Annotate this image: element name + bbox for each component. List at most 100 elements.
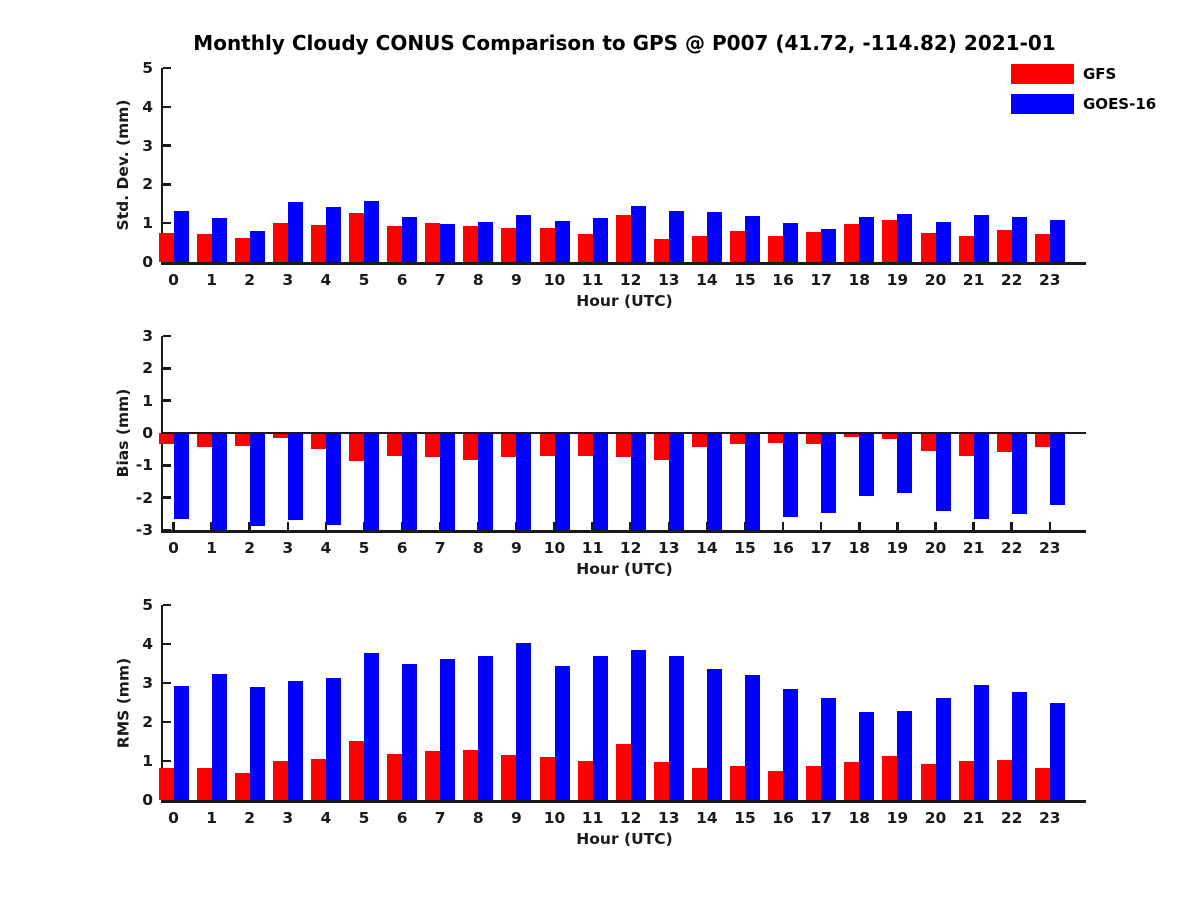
bar-gfs-hour-5 (349, 433, 364, 461)
bar-goes16-hour-6 (402, 216, 418, 262)
bar-goes16-hour-16 (783, 689, 799, 800)
x-tick-label-bias: 16 (772, 539, 794, 557)
bar-gfs-hour-17 (806, 433, 822, 444)
x-tick-label-bias: 1 (206, 539, 217, 557)
bar-gfs-hour-1 (196, 768, 212, 800)
x-tick-label-std-dev: 7 (434, 271, 446, 289)
bar-gfs-hour-4 (310, 225, 326, 262)
y-tick-label-rms: 3 (142, 674, 153, 692)
bar-gfs-hour-10 (539, 756, 555, 800)
x-tick-label-bias: 6 (396, 539, 408, 557)
x-tick-label-bias: 13 (658, 539, 680, 557)
bar-gfs-hour-7 (425, 433, 441, 457)
bar-goes16-hour-13 (668, 211, 684, 262)
bar-gfs-hour-8 (463, 225, 479, 262)
bar-gfs-hour-23 (1034, 433, 1050, 447)
x-tick-label-std-dev: 12 (619, 271, 642, 289)
bar-gfs-hour-21 (958, 236, 974, 262)
x-tick-label-rms: 17 (810, 809, 832, 827)
bar-gfs-hour-22 (996, 230, 1012, 262)
bar-goes16-hour-17 (821, 433, 837, 513)
bar-gfs-hour-6 (387, 225, 403, 262)
bar-gfs-hour-23 (1034, 767, 1050, 800)
y-tick-label-rms: 0 (142, 791, 153, 809)
bar-goes16-hour-20 (935, 222, 951, 262)
x-tick-label-rms: 18 (848, 809, 871, 827)
bar-gfs-hour-16 (768, 236, 784, 262)
bar-goes16-hour-5 (364, 201, 379, 262)
y-tick-label-std-dev: 0 (142, 253, 153, 271)
x-tick-bias (781, 522, 785, 530)
bar-gfs-hour-5 (349, 213, 364, 262)
x-tick-label-bias: 7 (434, 539, 446, 557)
bottom-spine-rms (160, 800, 1086, 803)
x-tick-label-std-dev: 14 (696, 271, 718, 289)
bar-goes16-hour-19 (897, 433, 913, 493)
y-tick-label-bias: 1 (142, 391, 153, 410)
y-tick-rms (163, 603, 171, 607)
bar-gfs-hour-10 (539, 227, 555, 262)
bar-goes16-hour-4 (325, 206, 341, 262)
bar-gfs-hour-15 (730, 433, 745, 444)
bar-goes16-hour-18 (859, 433, 875, 497)
y-tick-bias (163, 399, 171, 402)
x-tick-label-bias: 2 (244, 539, 256, 557)
bar-goes16-hour-8 (478, 433, 494, 530)
x-tick-label-std-dev: 16 (772, 271, 794, 289)
legend-swatch-gfs (1011, 64, 1074, 84)
bar-goes16-hour-13 (668, 433, 684, 530)
x-tick-label-rms: 1 (206, 809, 217, 827)
x-tick-label-bias: 4 (320, 539, 332, 557)
x-tick-label-rms: 6 (396, 809, 408, 827)
bar-goes16-hour-9 (516, 215, 532, 262)
y-tick-std-dev (163, 260, 171, 264)
x-tick-label-bias: 10 (543, 539, 566, 557)
x-tick-label-rms: 8 (472, 809, 484, 827)
x-tick-label-bias: 17 (810, 539, 832, 557)
x-tick-bias (324, 522, 328, 530)
bar-gfs-hour-1 (196, 433, 212, 447)
x-tick-label-rms: 4 (320, 809, 332, 827)
y-tick-label-bias: -2 (135, 488, 153, 507)
bar-goes16-hour-22 (1011, 433, 1027, 515)
x-tick-bias (896, 522, 899, 530)
x-tick-label-bias: 22 (1000, 539, 1023, 557)
y-tick-label-std-dev: 2 (142, 175, 153, 194)
bar-gfs-hour-19 (882, 219, 898, 262)
bar-gfs-hour-9 (501, 228, 517, 262)
bar-gfs-hour-6 (387, 433, 403, 457)
bar-gfs-hour-17 (806, 766, 822, 800)
x-tick-label-bias: 19 (886, 539, 909, 557)
bar-gfs-hour-4 (310, 759, 326, 800)
y-tick-label-rms: 2 (142, 713, 153, 731)
x-tick-label-rms: 5 (358, 809, 370, 827)
bar-gfs-hour-3 (272, 222, 288, 262)
bar-goes16-hour-4 (325, 433, 341, 526)
y-tick-std-dev (163, 183, 171, 186)
bar-gfs-hour-18 (844, 223, 860, 262)
bar-gfs-hour-9 (501, 433, 517, 458)
bar-goes16-hour-11 (592, 218, 608, 262)
x-tick-label-rms: 11 (581, 809, 604, 827)
x-tick-label-std-dev: 22 (1000, 271, 1023, 289)
x-tick-label-std-dev: 13 (658, 271, 680, 289)
bar-goes16-hour-5 (364, 653, 379, 800)
zero-line-bias (160, 431, 1086, 435)
bar-gfs-hour-15 (730, 231, 745, 262)
x-tick-label-bias: 21 (962, 539, 985, 557)
bar-goes16-hour-3 (287, 680, 303, 800)
bar-gfs-hour-20 (920, 764, 936, 800)
y-tick-label-rms: 1 (142, 752, 153, 770)
bar-goes16-hour-16 (783, 433, 799, 518)
left-spine-std-dev (160, 68, 163, 265)
bar-goes16-hour-11 (592, 656, 608, 800)
bar-goes16-hour-20 (935, 697, 951, 800)
bar-gfs-hour-6 (387, 754, 403, 800)
bar-gfs-hour-2 (234, 433, 250, 446)
bar-goes16-hour-6 (402, 663, 418, 800)
bar-goes16-hour-20 (935, 433, 951, 511)
x-tick-label-bias: 8 (472, 539, 484, 557)
x-tick-bias (934, 522, 937, 530)
bar-gfs-hour-4 (310, 433, 326, 449)
bar-gfs-hour-16 (768, 770, 784, 800)
